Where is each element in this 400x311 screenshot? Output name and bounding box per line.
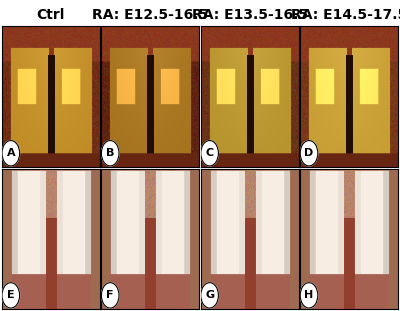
Text: F: F — [106, 290, 114, 300]
Circle shape — [2, 283, 20, 308]
Circle shape — [201, 141, 218, 166]
Text: D: D — [304, 148, 314, 158]
Circle shape — [102, 283, 119, 308]
Circle shape — [201, 283, 218, 308]
Text: A: A — [6, 148, 15, 158]
Text: Ctrl: Ctrl — [37, 8, 65, 22]
Circle shape — [300, 141, 318, 166]
Text: RA: E14.5-17.5: RA: E14.5-17.5 — [291, 8, 400, 22]
Circle shape — [102, 141, 119, 166]
Text: RA: E13.5-16.5: RA: E13.5-16.5 — [192, 8, 308, 22]
Text: B: B — [106, 148, 114, 158]
Text: C: C — [206, 148, 214, 158]
Circle shape — [2, 141, 20, 166]
Circle shape — [300, 283, 318, 308]
Text: H: H — [304, 290, 314, 300]
Text: G: G — [205, 290, 214, 300]
Text: E: E — [7, 290, 15, 300]
Text: RA: E12.5-16.5: RA: E12.5-16.5 — [92, 8, 208, 22]
